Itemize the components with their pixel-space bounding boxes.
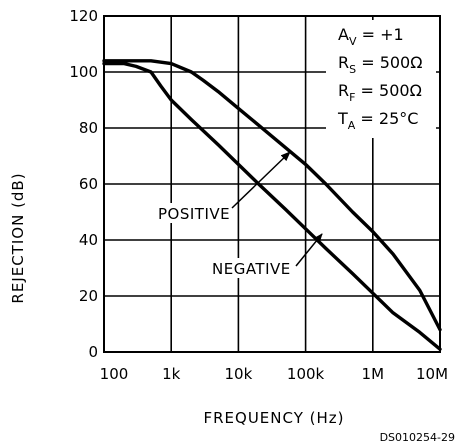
y-tick-label: 80 bbox=[79, 119, 98, 137]
annotation-negative-arrow bbox=[295, 233, 323, 267]
x-tick-label: 100 bbox=[100, 365, 129, 383]
plot-frame bbox=[103, 15, 441, 353]
y-tick-label: 0 bbox=[88, 343, 98, 361]
annotation-positive-backdrop bbox=[154, 203, 236, 223]
annotation-negative: NEGATIVE bbox=[212, 260, 291, 278]
condition-line: RS = 500Ω bbox=[338, 53, 422, 76]
condition-line: TA = 25°C bbox=[337, 109, 418, 132]
conditions-block: AV = +1 RS = 500Ω RF = 500Ω TA = 25°C bbox=[326, 20, 436, 138]
series-line-positive bbox=[102, 59, 442, 332]
y-tick-label: 20 bbox=[79, 287, 98, 305]
series-lines bbox=[102, 59, 442, 351]
y-tick-labels: 0 20 40 60 80 100 120 bbox=[69, 7, 98, 361]
figure-code: DS010254-29 bbox=[380, 431, 455, 444]
condition-line: RF = 500Ω bbox=[338, 81, 422, 104]
y-tick-label: 100 bbox=[69, 63, 98, 81]
y-axis-label: REJECTION (dB) bbox=[9, 172, 27, 303]
annotation-negative-backdrop bbox=[209, 258, 295, 278]
x-tick-label: 1k bbox=[162, 365, 181, 383]
x-axis-label: FREQUENCY (Hz) bbox=[203, 409, 344, 427]
x-tick-label: 1M bbox=[362, 365, 385, 383]
y-tick-label: 60 bbox=[79, 175, 98, 193]
annotation-positive-arrow bbox=[231, 151, 291, 209]
x-tick-label: 100k bbox=[287, 365, 325, 383]
x-tick-label: 10k bbox=[225, 365, 253, 383]
series-line-negative bbox=[102, 61, 442, 351]
y-tick-label: 120 bbox=[69, 7, 98, 25]
condition-line: AV = +1 bbox=[338, 25, 404, 48]
grid bbox=[103, 15, 441, 353]
x-tick-labels: 100 1k 10k 100k 1M 10M bbox=[100, 365, 448, 383]
x-tick-label: 10M bbox=[416, 365, 448, 383]
annotation-positive: POSITIVE bbox=[158, 205, 230, 223]
conditions-backdrop bbox=[326, 20, 436, 138]
annotations: POSITIVE NEGATIVE bbox=[154, 151, 323, 278]
y-tick-label: 40 bbox=[79, 231, 98, 249]
